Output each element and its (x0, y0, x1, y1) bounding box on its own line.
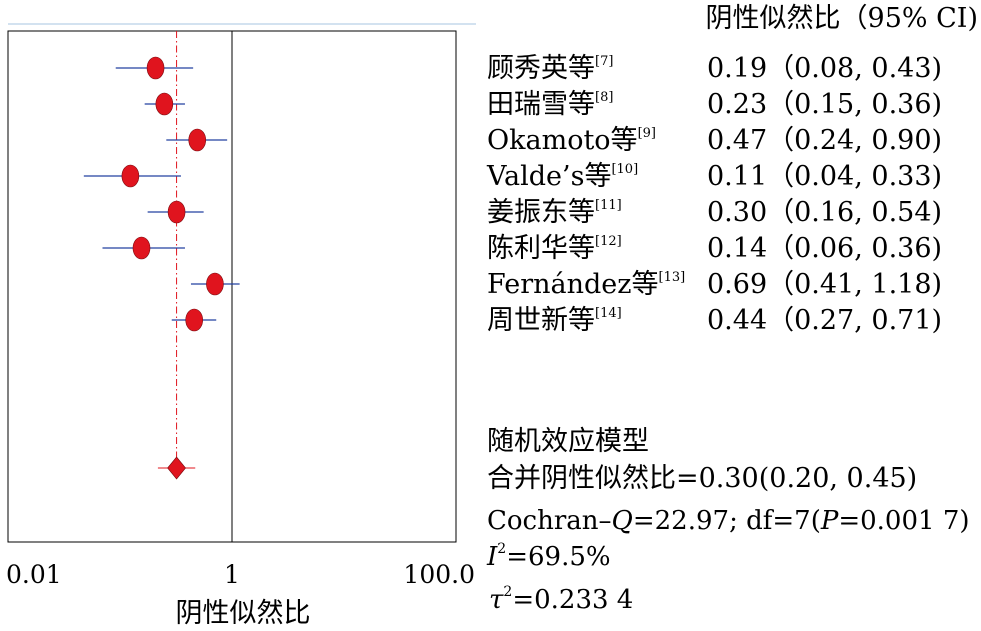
pooled-diamond (167, 456, 186, 480)
cochran-prefix: Cochran– (487, 506, 612, 536)
study-label: Okamoto等[9] (487, 125, 656, 156)
study-ref: [12] (595, 234, 622, 249)
study-ref: [9] (638, 126, 656, 141)
study-ref: [10] (611, 162, 638, 177)
study-ci-text: 0.44（0.27, 0.71) (707, 305, 942, 336)
study-label-name: Fernández等 (487, 269, 659, 300)
study-point-marker (188, 128, 207, 152)
study-ci-text: 0.11（0.04, 0.33) (707, 161, 942, 192)
study-point-marker (206, 272, 224, 296)
study-label: 顾秀英等[7] (487, 53, 613, 84)
cochran-rest: =22.97; df=7( (633, 506, 821, 536)
study-point-marker (155, 92, 174, 116)
study-point-marker (185, 308, 204, 332)
study-ref: [14] (595, 306, 622, 321)
x-tick-label-0: 0.01 (6, 560, 62, 589)
study-ref: [8] (595, 90, 613, 105)
x-tick-label-2: 100.0 (403, 560, 475, 589)
study-ci-text: 0.23（0.15, 0.36) (707, 89, 942, 120)
table-header: 阴性似然比（95% CI) (706, 3, 978, 34)
study-ref: [13] (659, 270, 686, 285)
study-point-marker (167, 200, 186, 224)
summary-pooled: 合并阴性似然比=0.30(0.20, 0.45) (487, 463, 917, 494)
study-label-name: 周世新等 (487, 305, 595, 336)
tau-value: =0.233 4 (512, 585, 633, 615)
study-label: 姜振东等[11] (487, 197, 622, 228)
study-ci-text: 0.69（0.41, 1.18) (707, 269, 942, 300)
x-axis-title: 阴性似然比 (176, 598, 311, 629)
i2-value: =69.5% (506, 542, 610, 572)
study-point-marker (146, 56, 165, 80)
study-label-name: 姜振东等 (487, 197, 595, 228)
i2-sup: 2 (497, 541, 506, 557)
x-tick-label-1: 1 (224, 560, 240, 589)
summary-cochran: Cochran–Q=22.97; df=7(P=0.001 7) (487, 506, 970, 536)
study-label-name: 陈利华等 (487, 233, 595, 264)
study-label: 周世新等[14] (487, 305, 622, 336)
study-label: Valde’s等[10] (486, 161, 638, 192)
study-label-name: Okamoto等 (487, 125, 638, 156)
study-ref: [11] (595, 198, 622, 213)
summary-tau: τ2=0.233 4 (489, 584, 633, 615)
cochran-end: =0.001 7) (838, 506, 969, 536)
study-label-name: 田瑞雪等 (487, 89, 595, 120)
cochran-p: P (820, 506, 839, 536)
summary-model: 随机效应模型 (487, 426, 649, 457)
study-point-marker (121, 164, 140, 188)
study-ref: [7] (595, 54, 613, 69)
study-label: 陈利华等[12] (487, 233, 622, 264)
cochran-q: Q (612, 506, 633, 536)
study-ci-text: 0.30（0.16, 0.54) (707, 197, 942, 228)
study-label-name: Valde’s等 (486, 161, 611, 192)
summary-i2: I2=69.5% (486, 541, 611, 572)
tau-sup: 2 (503, 584, 512, 600)
study-point-marker (132, 236, 151, 260)
study-ci-text: 0.47（0.24, 0.90) (707, 125, 942, 156)
i2-letter: I (486, 542, 498, 572)
study-label: 田瑞雪等[8] (487, 89, 613, 120)
tau-letter: τ (489, 585, 504, 615)
study-ci-text: 0.14（0.06, 0.36) (707, 233, 942, 264)
study-ci-text: 0.19（0.08, 0.43) (707, 53, 942, 84)
study-label-name: 顾秀英等 (487, 53, 595, 84)
study-label: Fernández等[13] (487, 269, 685, 300)
